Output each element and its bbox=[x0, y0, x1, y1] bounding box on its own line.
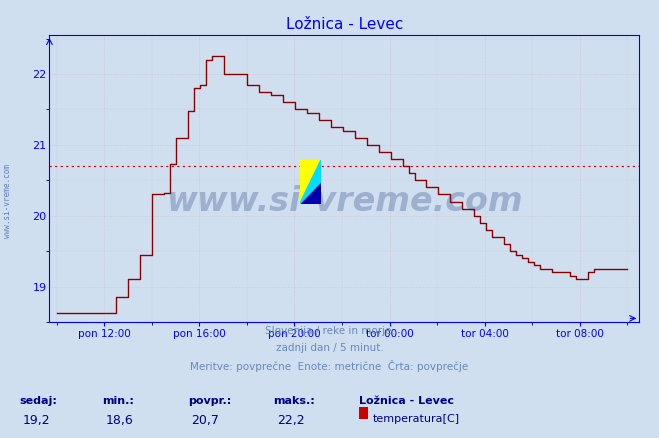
Text: 19,2: 19,2 bbox=[23, 414, 51, 427]
Polygon shape bbox=[300, 160, 321, 204]
Text: 22,2: 22,2 bbox=[277, 414, 304, 427]
Title: Ložnica - Levec: Ložnica - Levec bbox=[285, 18, 403, 32]
Text: sedaj:: sedaj: bbox=[20, 396, 57, 406]
Text: www.si-vreme.com: www.si-vreme.com bbox=[166, 185, 523, 218]
Polygon shape bbox=[300, 160, 321, 204]
Text: 20,7: 20,7 bbox=[191, 414, 219, 427]
Text: maks.:: maks.: bbox=[273, 396, 315, 406]
Text: zadnji dan / 5 minut.: zadnji dan / 5 minut. bbox=[275, 343, 384, 353]
Text: Ložnica - Levec: Ložnica - Levec bbox=[359, 396, 454, 406]
Text: Meritve: povprečne  Enote: metrične  Črta: povprečje: Meritve: povprečne Enote: metrične Črta:… bbox=[190, 360, 469, 371]
Polygon shape bbox=[300, 160, 321, 204]
Text: 18,6: 18,6 bbox=[105, 414, 133, 427]
Text: www.si-vreme.com: www.si-vreme.com bbox=[3, 165, 13, 238]
Text: temperatura[C]: temperatura[C] bbox=[372, 414, 459, 424]
Text: min.:: min.: bbox=[102, 396, 134, 406]
Text: Slovenija / reke in morje.: Slovenija / reke in morje. bbox=[264, 326, 395, 336]
Text: povpr.:: povpr.: bbox=[188, 396, 231, 406]
